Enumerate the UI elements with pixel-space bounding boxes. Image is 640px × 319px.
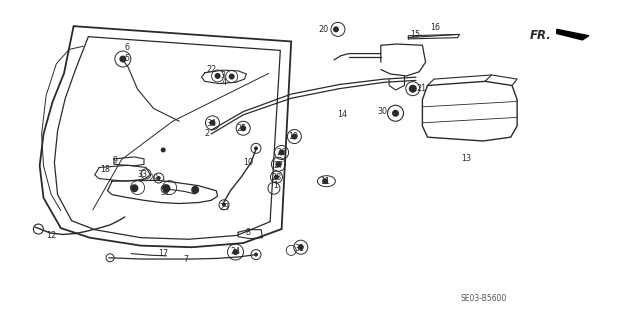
Text: 16: 16 [430,23,440,32]
Text: 33: 33 [137,170,147,179]
Text: 25: 25 [237,124,247,133]
Text: 4: 4 [221,78,227,87]
Text: 6: 6 [124,43,129,52]
Circle shape [254,253,258,256]
Text: 11: 11 [320,177,330,186]
Text: 34: 34 [206,119,216,128]
Circle shape [228,74,235,79]
Circle shape [163,184,170,192]
Text: 3: 3 [220,71,225,80]
Text: 26: 26 [276,148,287,157]
Text: SE03-B5600: SE03-B5600 [461,294,507,303]
Circle shape [214,73,221,79]
Text: 10: 10 [243,158,253,167]
Text: 30: 30 [378,107,388,115]
Text: 29: 29 [148,174,159,183]
Circle shape [274,174,279,180]
Circle shape [298,244,304,250]
Text: 15: 15 [410,30,420,39]
Text: 12: 12 [46,231,56,240]
Text: 17: 17 [158,249,168,258]
Text: 18: 18 [100,165,111,174]
Text: 7: 7 [183,255,188,263]
Polygon shape [557,29,589,40]
Text: 21: 21 [416,84,426,93]
Text: 31: 31 [294,244,305,253]
Text: 22: 22 [206,65,216,74]
Text: 1: 1 [273,181,278,190]
Circle shape [232,249,239,255]
Circle shape [322,178,328,184]
Circle shape [392,110,399,117]
Text: 9: 9 [113,156,118,165]
Circle shape [131,184,138,192]
Circle shape [157,176,161,180]
Circle shape [291,134,298,139]
Circle shape [409,85,417,93]
Text: 23: 23 [219,204,229,212]
Text: FR.: FR. [530,29,552,42]
Text: 8: 8 [246,228,251,237]
Text: 5: 5 [124,54,129,63]
Text: 28: 28 [271,173,282,182]
Circle shape [191,186,199,194]
Text: 27: 27 [273,161,284,170]
Text: 24: 24 [230,247,241,256]
Circle shape [240,125,246,131]
Text: 2: 2 [204,129,209,138]
Text: 14: 14 [337,110,348,119]
Circle shape [254,146,258,150]
Circle shape [275,161,282,167]
Circle shape [209,120,216,126]
Circle shape [278,150,285,155]
Circle shape [120,56,126,63]
Circle shape [333,26,339,32]
Text: 32: 32 [160,188,170,197]
Circle shape [161,147,166,152]
Text: 19: 19 [288,132,298,141]
Text: 20: 20 [318,25,328,34]
Circle shape [222,203,226,207]
Text: 13: 13 [461,154,471,163]
